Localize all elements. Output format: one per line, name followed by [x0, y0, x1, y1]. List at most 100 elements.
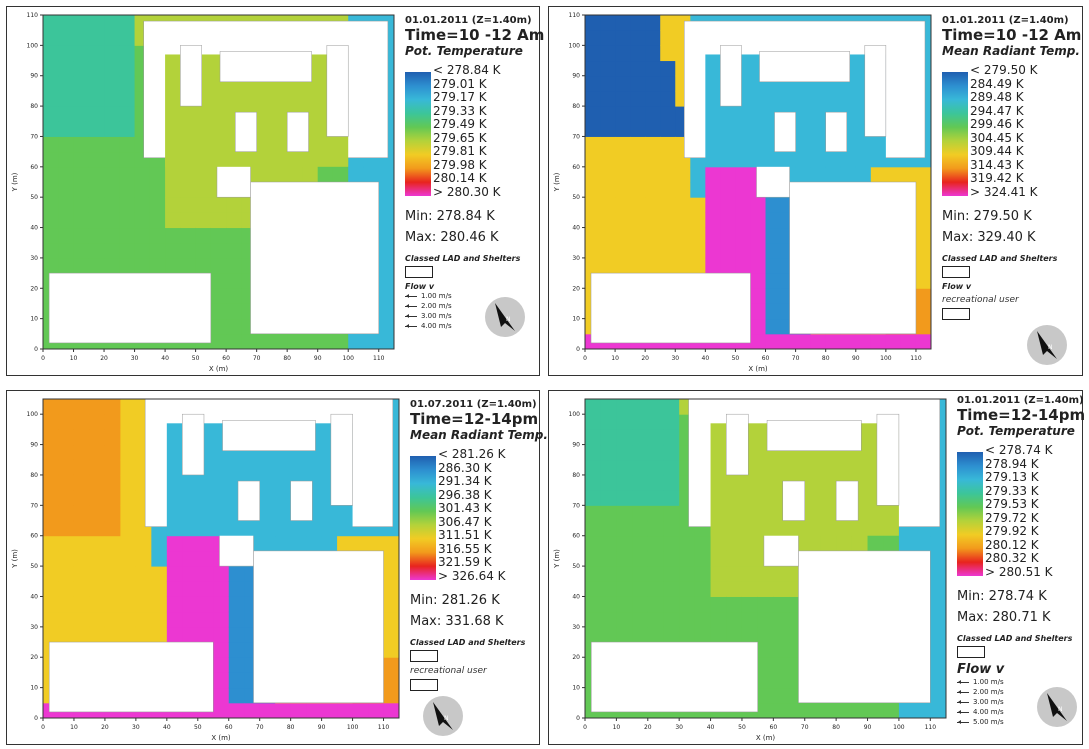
panel-3: 0 10 20 30 40 50 60 70 80 90 100 110 0 10 20 30 40 50 60 70…	[6, 390, 548, 745]
heatmap-cell	[690, 227, 706, 244]
heatmap-cell	[915, 227, 932, 244]
heatmap-cell	[58, 212, 75, 229]
heatmap-cell	[43, 75, 59, 92]
heatmap-cell	[104, 151, 120, 168]
heatmap-cell	[226, 257, 242, 274]
scale-label: > 324.41 K	[970, 184, 1038, 199]
classed-lad-swatch	[957, 646, 985, 658]
scale-label: 294.47 K	[970, 103, 1024, 118]
y-tick-label: 50	[30, 194, 38, 201]
heatmap-cell	[228, 642, 245, 658]
heatmap-cell	[645, 90, 661, 107]
variable-label: Mean Radiant Temp.	[410, 428, 548, 442]
x-tick-label: 90	[314, 355, 322, 362]
heatmap-cell	[616, 550, 633, 567]
heatmap-cell	[119, 136, 136, 153]
heatmap-cell	[630, 45, 646, 62]
heatmap-cell	[120, 550, 137, 567]
heatmap-cell	[750, 273, 767, 289]
heatmap-cell	[120, 399, 137, 415]
heatmap-cell	[73, 429, 90, 446]
heatmap-cell	[197, 611, 214, 628]
heatmap-cell	[735, 242, 751, 259]
heatmap-cell	[757, 657, 774, 673]
heatmap-cell	[840, 166, 857, 183]
heatmap-cell	[119, 212, 136, 229]
heatmap-cell	[197, 566, 214, 582]
heatmap-cell	[915, 273, 932, 289]
heatmap-cell	[43, 429, 59, 446]
heatmap-cell	[647, 520, 664, 537]
heatmap-cell	[58, 15, 75, 31]
heatmap-cell	[378, 288, 395, 304]
heatmap-cell	[104, 596, 121, 613]
x-tick-label: 70	[253, 355, 261, 362]
heatmap-cell	[228, 672, 245, 689]
heatmap-cell	[600, 490, 617, 506]
heatmap-cell	[773, 566, 790, 582]
heatmap-cell	[88, 257, 105, 274]
x-tick-label: 110	[378, 724, 390, 731]
heatmap-cell	[120, 444, 137, 461]
x-tick-label: 110	[925, 724, 937, 731]
scale-label: > 326.64 K	[438, 568, 506, 583]
heatmap-cell	[600, 581, 617, 597]
heatmap-cell	[735, 257, 751, 274]
heatmap-cell	[630, 151, 646, 168]
heatmap-cell	[43, 490, 59, 506]
heatmap-cell	[213, 566, 230, 582]
y-tick-label: 0	[576, 346, 580, 353]
heatmap-cell	[228, 657, 245, 673]
heatmap-cell	[765, 212, 782, 229]
heatmap-cell	[119, 197, 136, 213]
heatmap-cell	[616, 459, 633, 476]
y-tick-label: 50	[572, 563, 580, 570]
scale-label: 279.01 K	[433, 76, 487, 91]
heatmap-cell	[710, 550, 727, 567]
heatmap-cell	[73, 535, 90, 552]
heatmap-cell	[135, 596, 152, 613]
heatmap-cell	[58, 399, 75, 415]
heatmap-cell	[632, 596, 649, 613]
heatmap-cell	[616, 444, 633, 461]
heatmap-cell	[660, 90, 676, 107]
heatmap-cell	[73, 399, 90, 415]
heatmap-cell	[226, 288, 242, 304]
heatmap-cell	[663, 520, 680, 537]
heatmap-cell	[317, 333, 334, 350]
heatmap-cell	[43, 399, 59, 415]
heatmap-cell	[226, 333, 242, 350]
heatmap-cell	[930, 535, 947, 552]
heatmap-cell	[726, 535, 743, 552]
heatmap-cell	[694, 626, 712, 643]
scale-label: 316.55 K	[438, 541, 492, 556]
heatmap-cell	[741, 581, 759, 597]
heatmap-cell	[290, 535, 307, 552]
heatmap-cell	[900, 333, 917, 350]
time-label: Time=12-14pm	[957, 406, 1086, 424]
x-tick-label: 80	[822, 355, 830, 362]
y-axis-label: Y (m)	[11, 172, 19, 192]
heatmap-cell	[88, 182, 105, 198]
y-tick-label: 40	[30, 593, 38, 600]
heatmap-cell	[149, 257, 166, 274]
axes: 0 10 20 30 40 50 60 70 80 90 100 110 0 10 20 30 40 50 60 70…	[553, 398, 947, 742]
heatmap-cell	[765, 273, 782, 289]
heatmap-cell	[195, 257, 212, 274]
heatmap-cell	[660, 166, 676, 183]
heatmap-cell	[119, 166, 136, 183]
heatmap-cell	[119, 106, 136, 122]
y-tick-label: 10	[572, 685, 580, 692]
heatmap-cell	[720, 182, 736, 198]
scale-label: 296.38 K	[438, 487, 492, 502]
heatmap-cell	[645, 30, 661, 46]
date-label: 01.01.2011 (Z=1.40m)	[405, 15, 532, 26]
heatmap-cell	[383, 702, 400, 719]
heatmap-cell	[43, 520, 59, 537]
north-arrow-icon: N	[485, 297, 525, 337]
scale-label: 291.34 K	[438, 474, 492, 488]
heatmap-cell	[694, 550, 712, 567]
min-label: Min: 278.84 K	[405, 209, 495, 224]
heatmap-cell	[757, 642, 774, 658]
heatmap-cell	[73, 490, 90, 506]
